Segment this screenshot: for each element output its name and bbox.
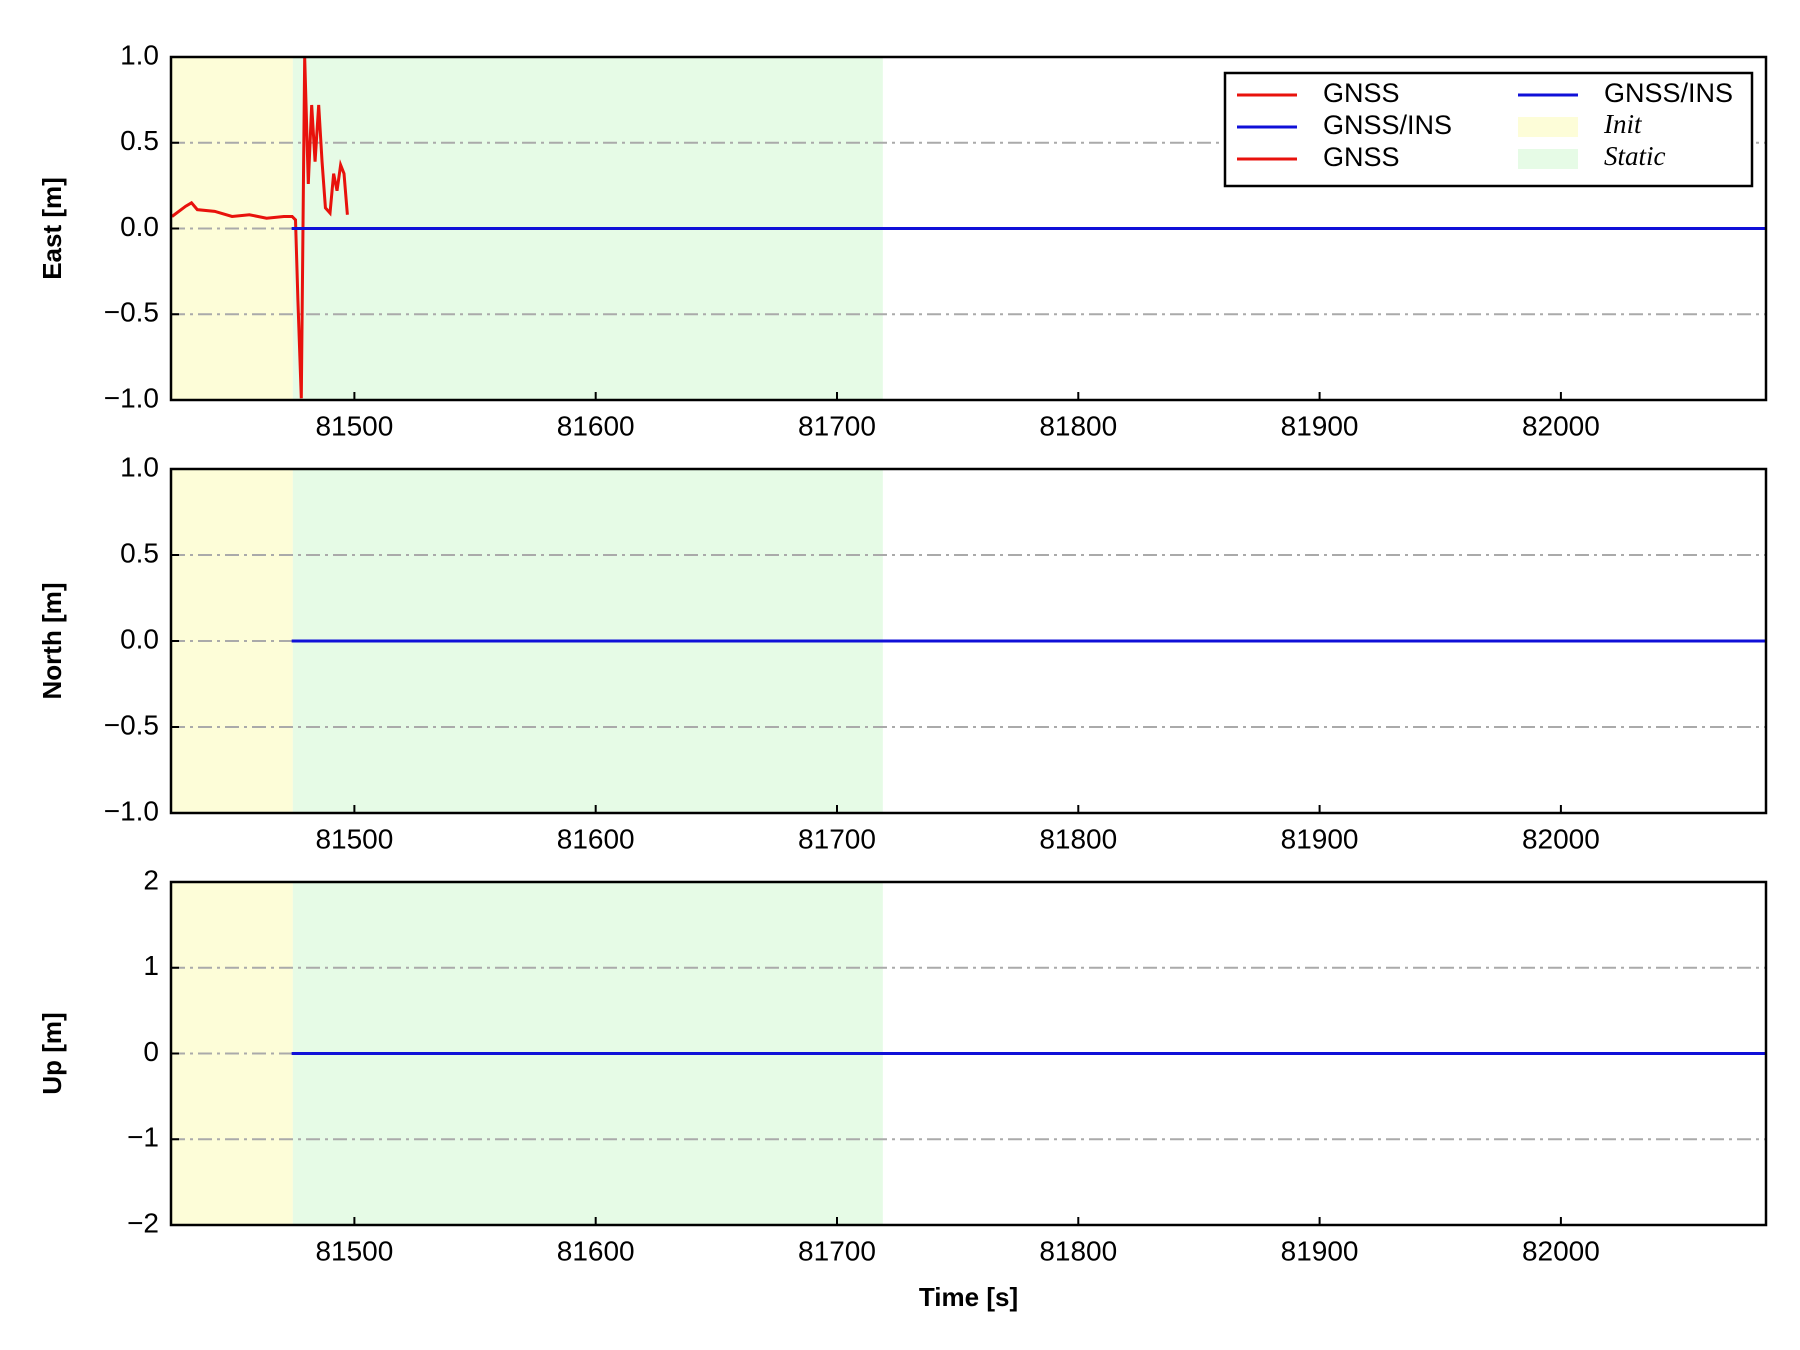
x-tick-label: 81500 — [315, 823, 393, 854]
y-tick-label: 0.5 — [120, 125, 159, 156]
y-tick-label: 1.0 — [120, 451, 159, 482]
x-tick-label: 81700 — [798, 1235, 876, 1266]
y-tick-label: −0.5 — [104, 297, 159, 328]
y-tick-label: 0.0 — [120, 623, 159, 654]
x-tick-label: 82000 — [1522, 1235, 1600, 1266]
x-tick-label: 82000 — [1522, 823, 1600, 854]
y-tick-label: 0 — [143, 1036, 159, 1067]
x-tick-label: 81700 — [798, 823, 876, 854]
x-tick-label: 81800 — [1039, 823, 1117, 854]
legend-box — [1223, 71, 1754, 188]
y-axis-label: East [m] — [37, 177, 67, 280]
legend-label: GNSS/INS — [1323, 110, 1452, 140]
x-tick-label: 81500 — [315, 410, 393, 441]
axes-frame — [169, 55, 1768, 402]
axes-frame — [169, 880, 1768, 1227]
legend-label: GNSS/INS — [1604, 78, 1733, 108]
y-tick-label: −1 — [127, 1122, 159, 1153]
x-tick-label: 82000 — [1522, 410, 1600, 441]
y-axis-label: North [m] — [37, 583, 67, 700]
y-tick-label: −1.0 — [104, 382, 159, 413]
x-tick-label: 81700 — [798, 410, 876, 441]
y-tick-label: 1 — [143, 950, 159, 981]
y-tick-label: −2 — [127, 1207, 159, 1238]
y-tick-label: 0.0 — [120, 211, 159, 242]
x-axis-label: Time [s] — [919, 1282, 1018, 1312]
legend-patch — [1518, 117, 1578, 137]
x-tick-label: 81600 — [557, 410, 635, 441]
x-tick-label: 81800 — [1039, 410, 1117, 441]
legend-label: GNSS — [1323, 142, 1400, 172]
y-tick-label: 1.0 — [120, 39, 159, 70]
y-tick-label: 0.5 — [120, 537, 159, 568]
x-tick-label: 81900 — [1281, 1235, 1359, 1266]
legend-label: GNSS — [1323, 78, 1400, 108]
legend-label: Init — [1603, 109, 1643, 139]
x-tick-label: 81600 — [557, 1235, 635, 1266]
x-tick-label: 81800 — [1039, 1235, 1117, 1266]
axes-frame — [169, 467, 1768, 815]
x-tick-label: 81900 — [1281, 823, 1359, 854]
y-tick-label: 2 — [143, 864, 159, 895]
y-tick-label: −1.0 — [104, 795, 159, 826]
legend-label: Static — [1604, 141, 1666, 171]
y-axis-label: Up [m] — [37, 1012, 67, 1094]
x-tick-label: 81900 — [1281, 410, 1359, 441]
x-tick-label: 81500 — [315, 1235, 393, 1266]
x-tick-label: 81600 — [557, 823, 635, 854]
legend-patch — [1518, 149, 1578, 169]
y-tick-label: −0.5 — [104, 709, 159, 740]
